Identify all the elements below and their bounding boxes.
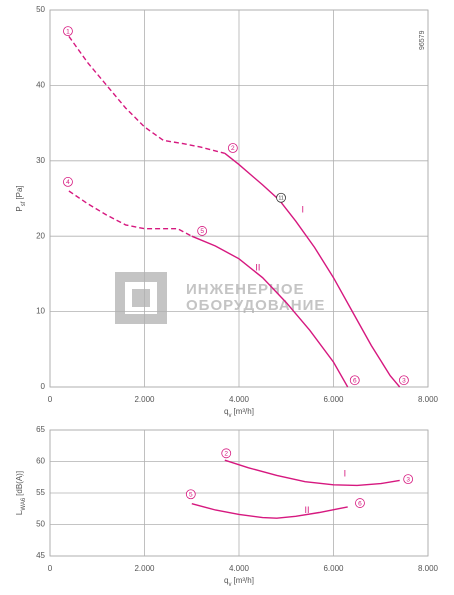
x-tick-label: 0 — [48, 395, 53, 404]
annotation-text: 5 — [189, 491, 193, 498]
annotation-marker — [399, 375, 409, 386]
x-tick-label: 6.000 — [323, 395, 344, 404]
annotation-marker — [63, 26, 73, 37]
y-axis-label-sub: WA6 — [21, 497, 27, 510]
x-tick-label: 8.000 — [418, 564, 439, 573]
y-tick-label: 60 — [36, 457, 45, 466]
x-tick-label: 2.000 — [134, 395, 155, 404]
y-tick-label: 30 — [36, 156, 45, 165]
annotation-text: 11 — [278, 196, 283, 202]
y-tick-label: 55 — [36, 488, 45, 497]
y-axis-label-main: P — [15, 206, 24, 211]
annotation-text: 6 — [358, 500, 362, 507]
series-line — [224, 459, 400, 487]
y-axis-label: Psf [Pa] — [15, 185, 26, 211]
x-axis-label-sub: v — [229, 582, 232, 588]
annotation-marker — [276, 192, 286, 203]
annotation-text: 3 — [406, 476, 410, 483]
series-line — [68, 190, 193, 237]
annotation-text: 2 — [231, 145, 235, 152]
x-tick-label: 0 — [48, 564, 53, 573]
annotation-marker — [355, 498, 365, 508]
y-axis-label-unit: [Pa] — [15, 185, 24, 199]
annotation-text: II — [305, 505, 310, 515]
y-tick-label: 50 — [36, 520, 45, 529]
annotation-text: 6 — [353, 377, 357, 384]
y-tick-label: 20 — [36, 231, 45, 240]
annotation-text: 4 — [66, 179, 70, 186]
annotation-text: 5 — [200, 228, 204, 235]
x-axis-label-unit: [m³/h] — [234, 576, 254, 585]
annotation-marker — [227, 143, 238, 153]
x-tick-label: 4.000 — [229, 564, 250, 573]
y-tick-label: 40 — [36, 81, 45, 90]
y-axis-label-sub: sf — [21, 201, 27, 206]
chart-code: 96579 — [419, 30, 426, 50]
annotation-text: 2 — [224, 451, 228, 458]
series-line — [191, 235, 349, 388]
logo-core — [132, 289, 150, 307]
y-tick-label: 65 — [36, 425, 45, 434]
series-line — [68, 35, 225, 154]
y-tick-label: 10 — [36, 307, 45, 316]
series-line — [191, 503, 348, 519]
annotation-text: II — [255, 263, 260, 273]
annotation-text: 1 — [66, 28, 70, 35]
annotation-marker — [63, 177, 73, 187]
watermark-line: ИНЖЕНЕРНОЕ — [186, 281, 305, 298]
watermark-logo: ИНЖЕНЕРНОЕ ОБОРУДОВАНИЕ — [115, 272, 325, 324]
x-axis-label-main: q — [224, 407, 228, 416]
annotation-text: 3 — [402, 377, 406, 384]
annotation-marker — [185, 489, 196, 500]
annotation-text: I — [302, 205, 305, 215]
y-axis-label-main: L — [15, 510, 24, 515]
x-tick-label: 8.000 — [418, 395, 439, 404]
annotation-marker — [403, 474, 414, 485]
x-tick-label: 4.000 — [229, 395, 250, 404]
x-axis-label-main: q — [224, 576, 228, 585]
annotation-marker — [349, 375, 360, 386]
annotation-text: I — [344, 468, 347, 478]
x-tick-label: 2.000 — [134, 564, 155, 573]
x-tick-label: 6.000 — [323, 564, 344, 573]
y-axis-label: LWA6[dB(A)] — [15, 471, 26, 515]
annotation-marker — [197, 226, 208, 236]
x-axis-label-sub: v — [229, 413, 232, 419]
y-tick-label: 45 — [36, 551, 45, 560]
series-line — [224, 152, 401, 388]
x-axis-label: qv [m³/h] — [224, 407, 254, 418]
y-axis-label-unit: [dB(A)] — [15, 471, 24, 496]
x-axis-label-unit: [m³/h] — [234, 407, 254, 416]
annotation-marker — [221, 448, 232, 459]
x-axis-label: qv [m³/h] — [224, 576, 254, 587]
y-tick-label: 0 — [41, 382, 46, 391]
watermark-line: ОБОРУДОВАНИЕ — [186, 297, 325, 314]
y-tick-label: 50 — [36, 5, 45, 14]
